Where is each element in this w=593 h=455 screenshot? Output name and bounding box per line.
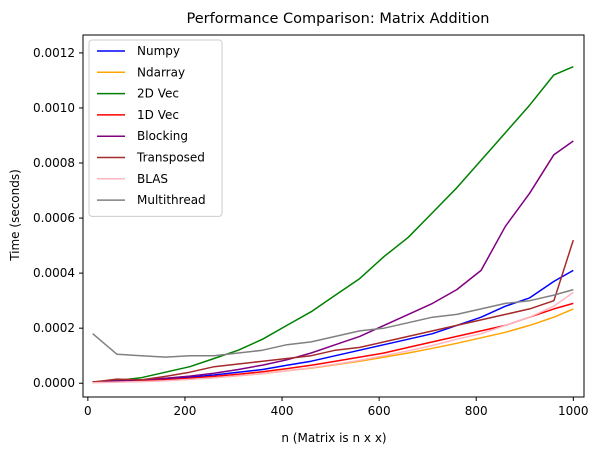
legend-label-blocking: Blocking xyxy=(137,129,188,143)
x-axis: 0 200 400 600 800 1000 xyxy=(84,397,589,418)
x-tick-label: 200 xyxy=(173,404,196,418)
y-axis-title: Time (seconds) xyxy=(8,169,22,262)
series-line-blas xyxy=(92,291,574,384)
x-tick-label: 0 xyxy=(84,404,92,418)
legend-label-multithread: Multithread xyxy=(137,193,206,207)
series-line-multithread xyxy=(92,288,574,358)
y-tick-label: 0.0012 xyxy=(33,46,75,60)
legend-label-ndarray: Ndarray xyxy=(137,65,185,79)
y-axis: 0.0000 0.0002 0.0004 0.0006 0.0008 0.0010 0.00… xyxy=(33,46,83,390)
legend-label-blas: BLAS xyxy=(137,172,168,186)
legend-box xyxy=(88,39,223,217)
legend-label-1d-vec: 1D Vec xyxy=(137,108,179,122)
y-tick-label: 0.0004 xyxy=(33,266,75,280)
x-tick-label: 1000 xyxy=(558,404,589,418)
y-tick-label: 0.0000 xyxy=(33,376,75,390)
series-line-blocking xyxy=(92,140,574,383)
legend: Numpy Ndarray 2D Vec 1D Vec Blocking Transpos… xyxy=(88,39,223,217)
series-line-2d-vec xyxy=(92,66,574,383)
legend-label-transposed: Transposed xyxy=(136,151,205,165)
x-tick-label: 400 xyxy=(271,404,294,418)
y-tick-label: 0.0006 xyxy=(33,211,75,225)
plot-frame xyxy=(82,34,585,398)
y-tick-label: 0.0002 xyxy=(33,321,75,335)
y-tick-label: 0.0010 xyxy=(33,101,75,115)
y-tick-label: 0.0008 xyxy=(33,156,75,170)
chart-title: Performance Comparison: Matrix Addition xyxy=(187,11,490,27)
series-line-1d-vec xyxy=(92,302,574,383)
x-tick-label: 600 xyxy=(368,404,391,418)
legend-label-2d-vec: 2D Vec xyxy=(137,87,179,101)
series-line-transposed xyxy=(92,239,575,383)
x-axis-title: n (Matrix is n x x) xyxy=(281,431,386,445)
x-tick-label: 800 xyxy=(465,404,488,418)
series-line-numpy xyxy=(92,269,574,383)
legend-label-numpy: Numpy xyxy=(137,44,180,58)
series-layer xyxy=(92,66,575,384)
